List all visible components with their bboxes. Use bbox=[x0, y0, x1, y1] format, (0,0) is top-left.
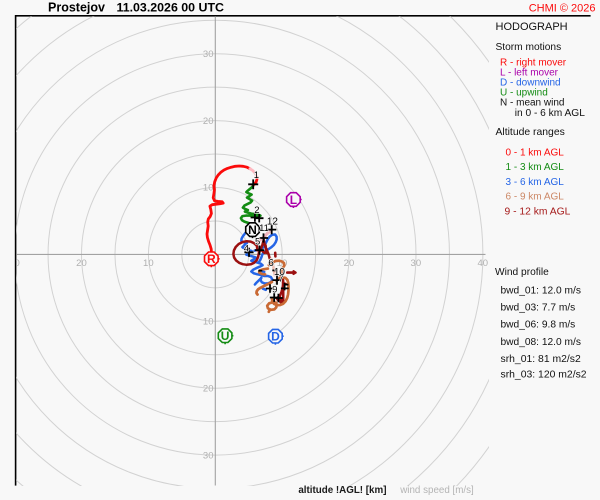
svg-text:11.03.2026 00 UTC: 11.03.2026 00 UTC bbox=[117, 1, 225, 15]
svg-text:Storm motions: Storm motions bbox=[496, 42, 562, 53]
svg-text:altitude !AGL! [km]: altitude !AGL! [km] bbox=[298, 485, 386, 496]
svg-text:2: 2 bbox=[254, 205, 259, 216]
svg-text:bwd_03: 7.7 m/s: bwd_03: 7.7 m/s bbox=[501, 303, 576, 314]
svg-text:10: 10 bbox=[143, 258, 154, 269]
svg-text:30: 30 bbox=[411, 258, 422, 269]
svg-text:wind speed [m/s]: wind speed [m/s] bbox=[399, 485, 474, 496]
svg-text:9 - 12 km AGL: 9 - 12 km AGL bbox=[505, 207, 571, 218]
svg-text:11: 11 bbox=[259, 223, 269, 234]
svg-text:bwd_01: 12.0 m/s: bwd_01: 12.0 m/s bbox=[501, 285, 581, 296]
svg-text:N - mean wind: N - mean wind bbox=[500, 98, 564, 109]
svg-text:5: 5 bbox=[255, 236, 260, 247]
svg-text:20: 20 bbox=[203, 383, 214, 394]
svg-text:20: 20 bbox=[203, 116, 214, 127]
svg-text:bwd_08: 12.0 m/s: bwd_08: 12.0 m/s bbox=[501, 337, 581, 348]
svg-text:HODOGRAPH: HODOGRAPH bbox=[496, 21, 568, 33]
svg-text:Altitude ranges: Altitude ranges bbox=[496, 127, 565, 138]
svg-text:30: 30 bbox=[9, 258, 20, 269]
svg-text:R - right mover: R - right mover bbox=[500, 57, 567, 68]
svg-text:10: 10 bbox=[274, 267, 286, 278]
svg-text:L - left mover: L - left mover bbox=[500, 67, 559, 78]
svg-text:N: N bbox=[248, 223, 257, 237]
svg-text:D: D bbox=[271, 330, 280, 344]
svg-text:4: 4 bbox=[244, 244, 249, 255]
svg-text:in 0 - 6 km AGL: in 0 - 6 km AGL bbox=[515, 108, 586, 119]
svg-text:srh_03: 120 m2/s2: srh_03: 120 m2/s2 bbox=[501, 369, 587, 380]
svg-text:10: 10 bbox=[203, 183, 214, 194]
svg-text:20: 20 bbox=[344, 258, 355, 269]
svg-text:Prostejov: Prostejov bbox=[48, 1, 105, 15]
svg-text:1: 1 bbox=[254, 170, 259, 181]
svg-text:10: 10 bbox=[203, 317, 214, 328]
svg-text:bwd_06: 9.8 m/s: bwd_06: 9.8 m/s bbox=[501, 320, 576, 331]
svg-text:6 - 9 km AGL: 6 - 9 km AGL bbox=[506, 192, 565, 203]
svg-text:20: 20 bbox=[76, 258, 87, 269]
svg-text:40: 40 bbox=[477, 258, 488, 269]
svg-text:Wind profile: Wind profile bbox=[495, 267, 549, 278]
svg-text:7: 7 bbox=[278, 273, 283, 284]
svg-text:30: 30 bbox=[203, 450, 214, 461]
svg-text:30: 30 bbox=[203, 49, 214, 60]
svg-text:12: 12 bbox=[267, 217, 279, 228]
svg-text:CHMI © 2026: CHMI © 2026 bbox=[529, 3, 596, 15]
svg-text:3 - 6 km AGL: 3 - 6 km AGL bbox=[506, 177, 565, 188]
svg-text:U - upwind: U - upwind bbox=[500, 88, 548, 99]
svg-text:6: 6 bbox=[268, 258, 274, 269]
svg-text:9: 9 bbox=[272, 284, 277, 295]
svg-text:L: L bbox=[290, 193, 297, 207]
svg-text:D - downwind: D - downwind bbox=[500, 78, 561, 89]
svg-text:R: R bbox=[207, 252, 216, 266]
svg-text:1 - 3 km AGL: 1 - 3 km AGL bbox=[506, 162, 565, 173]
svg-text:U: U bbox=[221, 329, 230, 343]
svg-text:srh_01: 81 m2/s2: srh_01: 81 m2/s2 bbox=[501, 354, 582, 365]
svg-text:0 - 1 km AGL: 0 - 1 km AGL bbox=[506, 147, 565, 158]
